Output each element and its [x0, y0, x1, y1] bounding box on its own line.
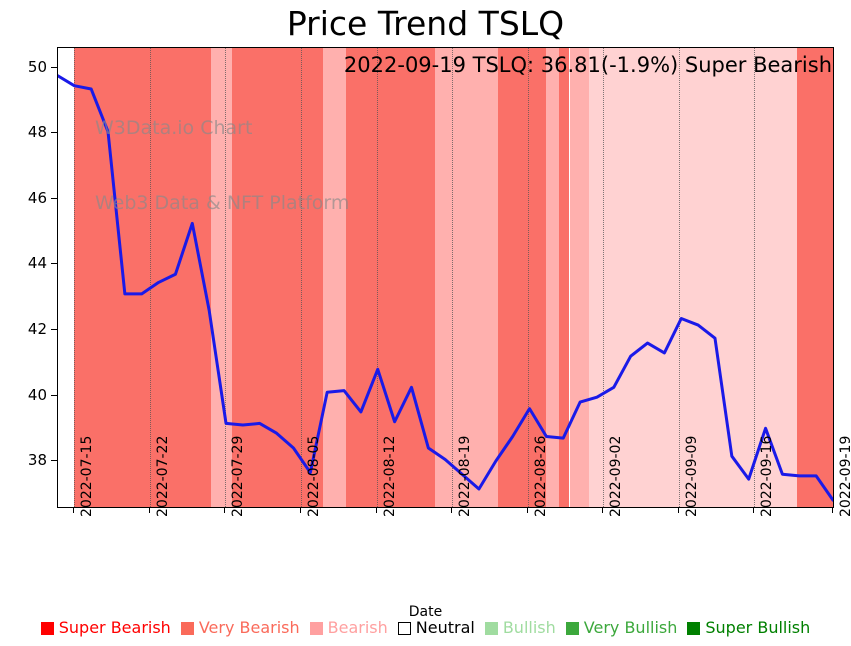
latest-value-annotation: 2022-09-19 TSLQ: 36.81(-1.9%) Super Bear… — [343, 53, 832, 77]
legend-label: Very Bearish — [198, 618, 300, 637]
sentiment-bands — [58, 48, 833, 507]
plot-area — [57, 47, 834, 508]
y-axis-tick-label: 40 — [27, 385, 47, 404]
legend-swatch-icon — [397, 621, 411, 635]
legend-label: Neutral — [415, 618, 475, 637]
gridlines — [58, 48, 833, 507]
x-axis-tick-mark — [602, 507, 604, 513]
y-axis-tick-mark — [51, 328, 57, 330]
y-axis-tick-mark — [51, 394, 57, 396]
sentiment-band — [74, 48, 212, 507]
page-title: Price Trend TSLQ — [286, 4, 565, 43]
sentiment-band — [569, 48, 589, 507]
y-axis-tick-mark — [51, 460, 57, 462]
legend-item[interactable]: Bullish — [484, 618, 556, 637]
x-axis-tick-mark — [526, 507, 528, 513]
legend-swatch-icon — [565, 621, 579, 635]
sentiment-band — [58, 48, 75, 507]
sentiment-band — [559, 48, 570, 507]
y-axis-tick-label: 48 — [27, 123, 47, 142]
legend-item[interactable]: Neutral — [397, 618, 475, 637]
legend-label: Very Bullish — [583, 618, 678, 637]
legend-swatch-icon — [484, 621, 498, 635]
legend-item[interactable]: Very Bullish — [565, 618, 678, 637]
legend-item[interactable]: Super Bullish — [687, 620, 810, 636]
sentiment-band — [588, 48, 798, 507]
x-axis-tick-label: 2022-08-26 — [532, 435, 549, 517]
legend-swatch-icon — [180, 621, 194, 635]
gridline-vertical — [225, 48, 227, 507]
gridline-vertical — [452, 48, 454, 507]
y-axis-tick-label: 46 — [27, 188, 47, 207]
legend-swatch-icon — [687, 621, 701, 635]
x-axis-tick-mark — [677, 507, 679, 513]
gridline-vertical — [678, 48, 680, 507]
x-axis-tick-label: 2022-09-09 — [683, 435, 700, 517]
x-axis-tick-label: 2022-09-16 — [759, 435, 776, 517]
y-axis-tick-label: 44 — [27, 254, 47, 273]
x-axis-tick-mark — [832, 507, 833, 513]
y-axis-tick-mark — [51, 132, 57, 134]
x-axis-tick-label: 2022-07-22 — [154, 435, 171, 517]
legend-item[interactable]: Bearish — [309, 618, 388, 637]
y-axis-tick-label: 42 — [27, 319, 47, 338]
gridline-vertical — [754, 48, 756, 507]
x-axis-tick-mark — [148, 507, 150, 513]
legend-item[interactable]: Very Bearish — [180, 618, 300, 637]
x-axis-tick-label: 2022-09-02 — [608, 435, 625, 517]
y-axis-tick-mark — [51, 263, 57, 265]
x-axis-tick-mark — [451, 507, 453, 513]
x-axis-tick-mark — [375, 507, 377, 513]
gridline-vertical — [527, 48, 529, 507]
y-axis-tick-label: 50 — [27, 57, 47, 76]
legend-label: Bullish — [502, 618, 556, 637]
legend-label: Super Bearish — [58, 618, 171, 637]
legend-label: Bearish — [327, 618, 388, 637]
legend: Super Bearish Very Bearish Bearish Neutral B… — [0, 620, 851, 636]
sentiment-band — [797, 48, 833, 507]
gridline-vertical — [300, 48, 302, 507]
x-axis-tick-label: 2022-08-19 — [457, 435, 474, 517]
y-axis-tick-label: 38 — [27, 451, 47, 470]
gridline-vertical — [603, 48, 605, 507]
x-axis-tick-label: 2022-09-19 — [838, 435, 851, 517]
sentiment-band — [498, 48, 547, 507]
legend-item[interactable]: Super Bearish — [40, 618, 171, 637]
x-axis-tick-mark — [73, 507, 75, 513]
x-axis-tick-label: 2022-07-15 — [79, 435, 96, 517]
x-axis-tick-label: 2022-08-05 — [305, 435, 322, 517]
sentiment-band — [546, 48, 560, 507]
sentiment-band — [231, 48, 324, 507]
price-line-series — [58, 74, 833, 502]
gridline-vertical — [376, 48, 378, 507]
x-axis-tick-label: 2022-07-29 — [230, 435, 247, 517]
legend-swatch-icon — [309, 621, 323, 635]
sentiment-band — [346, 48, 436, 507]
x-axis-label: Date — [408, 604, 443, 620]
x-axis-tick-mark — [299, 507, 301, 513]
sentiment-band — [211, 48, 232, 507]
x-axis-tick-mark — [224, 507, 226, 513]
y-axis-tick-mark — [51, 66, 57, 68]
legend-label: Super Bullish — [705, 618, 811, 637]
legend-swatch-icon — [40, 621, 54, 635]
x-axis-tick-mark — [753, 507, 755, 513]
y-axis-tick-mark — [51, 197, 57, 199]
gridline-vertical — [149, 48, 151, 507]
x-axis-tick-label: 2022-08-12 — [381, 435, 398, 517]
sentiment-band — [435, 48, 499, 507]
gridline-vertical — [74, 48, 76, 507]
